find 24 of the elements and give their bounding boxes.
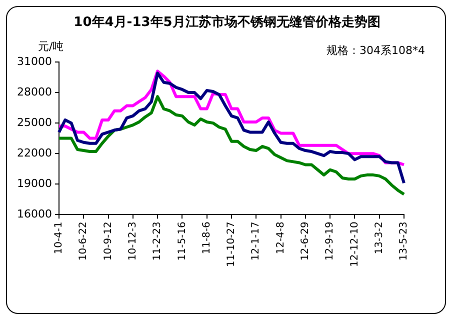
x-tick-label: 10-4-1 — [54, 222, 65, 254]
x-tick-label: 11-8-6 — [201, 222, 212, 254]
x-tick-label: 13-5-23 — [398, 222, 410, 261]
y-tick-label: 25000 — [16, 116, 52, 129]
x-tick-label: 10-6-22 — [78, 222, 90, 261]
y-tick-label: 28000 — [16, 85, 52, 98]
y-tick-label: 22000 — [16, 146, 52, 160]
x-tick-label: 12-1-17 — [250, 222, 262, 261]
x-tick-label: 11-10-27 — [226, 222, 238, 267]
y-tick-label: 31000 — [16, 54, 52, 68]
chart-title: 10年4月-13年5月江苏市场不锈钢无缝管价格走势图 — [74, 14, 380, 30]
x-tick-label: 10-9-12 — [102, 222, 114, 261]
x-tick-label: 12-9-19 — [324, 222, 336, 261]
x-tick-label: 12-12-10 — [349, 222, 360, 267]
x-tick-label: 10-12-3 — [128, 222, 139, 261]
y-tick-label: 19000 — [16, 176, 52, 190]
x-tick-label: 11-2-23 — [152, 222, 164, 261]
y-axis-title: 元/吨 — [38, 40, 64, 53]
y-tick-label: 16000 — [16, 207, 52, 220]
x-tick-label: 11-5-16 — [176, 222, 188, 261]
x-tick-label: 12-4-8 — [275, 222, 286, 254]
text: 规格：304系108*4 — [326, 44, 425, 57]
x-tick-label: 13-3-2 — [374, 222, 385, 254]
x-tick-label: 12-6-29 — [300, 222, 312, 261]
